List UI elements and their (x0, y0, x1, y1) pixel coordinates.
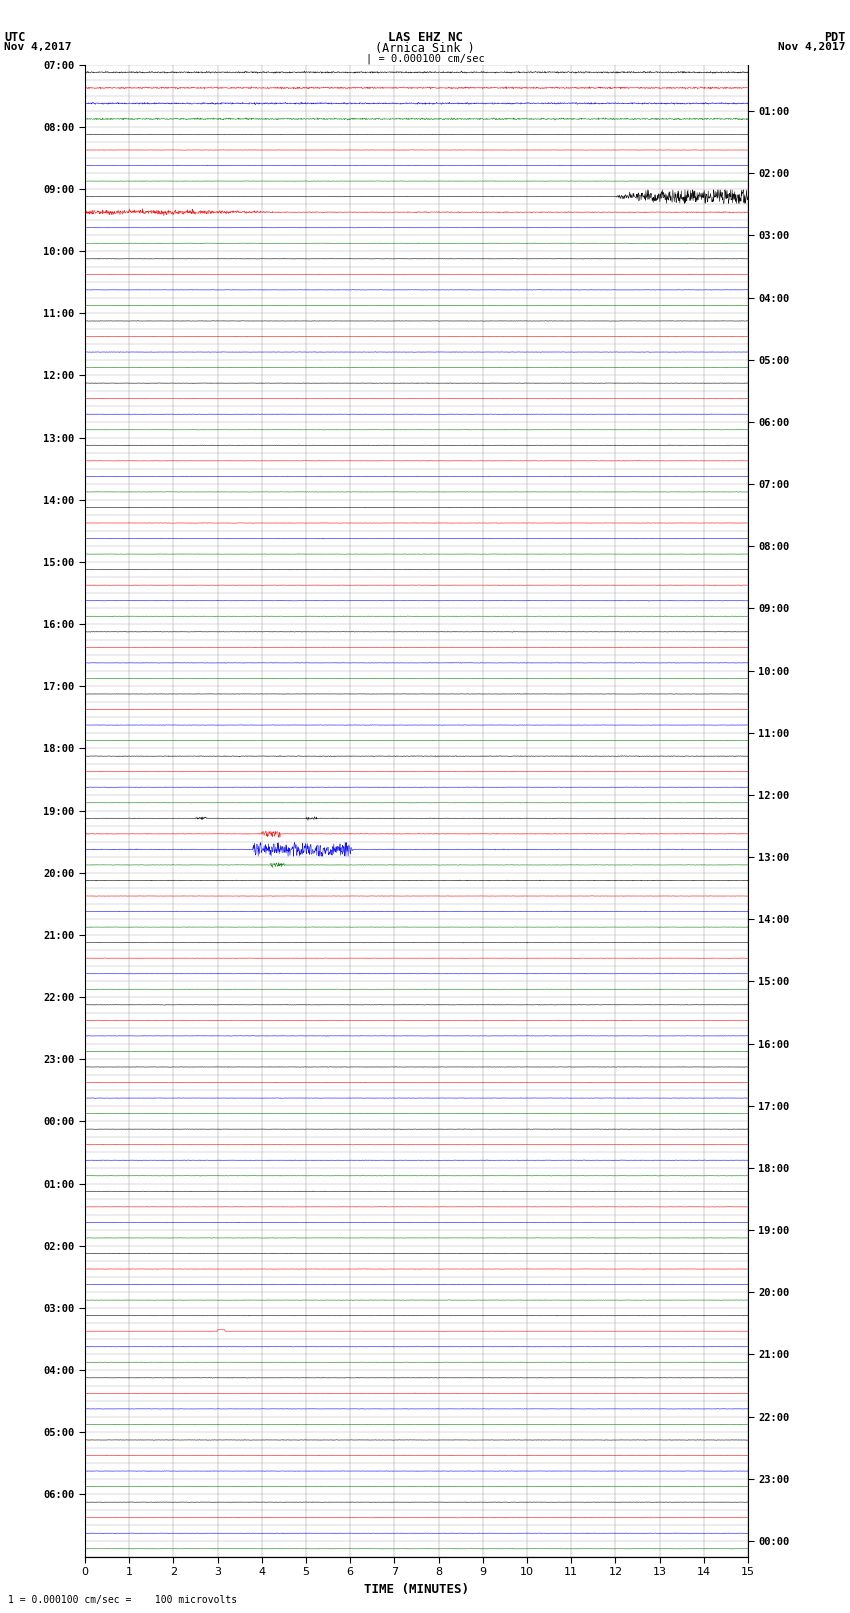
Text: (Arnica Sink ): (Arnica Sink ) (375, 42, 475, 55)
Text: Nov 4,2017: Nov 4,2017 (779, 42, 846, 52)
Text: Nov 4,2017: Nov 4,2017 (4, 42, 71, 52)
X-axis label: TIME (MINUTES): TIME (MINUTES) (364, 1582, 469, 1595)
Text: | = 0.000100 cm/sec: | = 0.000100 cm/sec (366, 53, 484, 65)
Text: PDT: PDT (824, 31, 846, 44)
Text: 1 = 0.000100 cm/sec =    100 microvolts: 1 = 0.000100 cm/sec = 100 microvolts (8, 1595, 238, 1605)
Text: LAS EHZ NC: LAS EHZ NC (388, 31, 462, 44)
Text: UTC: UTC (4, 31, 26, 44)
